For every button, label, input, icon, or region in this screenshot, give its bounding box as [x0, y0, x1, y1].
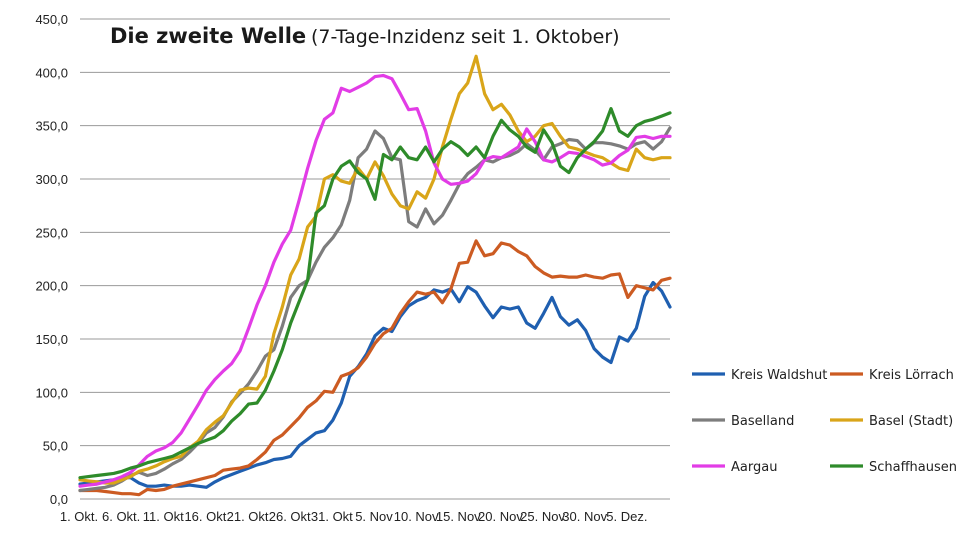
x-tick-label: 10. Nov [394, 509, 439, 524]
y-tick-label: 150,0 [35, 332, 68, 347]
x-tick-label: 16. Okt [184, 509, 226, 524]
x-tick-label: 1. Okt. [60, 509, 98, 524]
series-lines [78, 54, 672, 497]
y-tick-label: 100,0 [35, 385, 68, 400]
legend-label: Kreis Waldshut [731, 368, 827, 383]
x-tick-label: 31. Okt [311, 509, 353, 524]
x-tick-label: 6. Okt. [102, 509, 140, 524]
x-tick-label: 21. Okt [227, 509, 269, 524]
x-tick-label: 11. Okt [143, 509, 184, 524]
legend-label: Kreis Lörrach [869, 368, 954, 383]
y-tick-label: 350,0 [35, 119, 68, 134]
chart-title: Die zweite Welle [110, 24, 306, 48]
series-line-basel-stadt- [78, 54, 672, 485]
y-axis-tick-labels: 0,0 50,0 100,0 150,0 200,0 250,0 300,0 350,0 400… [35, 12, 68, 507]
y-tick-label: 400,0 [35, 65, 68, 80]
x-tick-label: 15. Nov [436, 509, 481, 524]
x-tick-label: 30. Nov [562, 509, 607, 524]
chart-subtitle: (7-Tage-Inzidenz seit 1. Oktober) [311, 26, 620, 48]
x-tick-label: 5. Nov [355, 509, 393, 524]
legend-label: Basel (Stadt) [869, 414, 953, 429]
y-tick-label: 200,0 [35, 279, 68, 294]
series-line-kreis-l-rrach [78, 239, 672, 497]
x-tick-label: 20. Nov [478, 509, 523, 524]
y-tick-label: 50,0 [43, 439, 68, 454]
x-tick-label: 26. Okt [269, 509, 311, 524]
legend-label: Schaffhausen [869, 460, 957, 475]
y-tick-label: 0,0 [50, 492, 68, 507]
gridlines [80, 18, 670, 500]
series-line-baselland [78, 126, 672, 493]
legend-label: Baselland [731, 414, 794, 429]
y-tick-label: 250,0 [35, 225, 68, 240]
series-line-aargau [78, 73, 672, 488]
y-tick-label: 450,0 [35, 12, 68, 27]
x-tick-label: 5. Dez. [606, 509, 647, 524]
legend-label: Aargau [731, 460, 777, 475]
legend: Kreis Waldshut Kreis Lörrach Baselland Base… [692, 368, 957, 475]
series-line-schaffhausen [78, 106, 672, 480]
x-axis-tick-labels: 1. Okt. 6. Okt. 11. Okt 16. Okt 21. Okt 26. O… [60, 509, 648, 524]
x-tick-label: 25. Nov [520, 509, 565, 524]
y-tick-label: 300,0 [35, 172, 68, 187]
